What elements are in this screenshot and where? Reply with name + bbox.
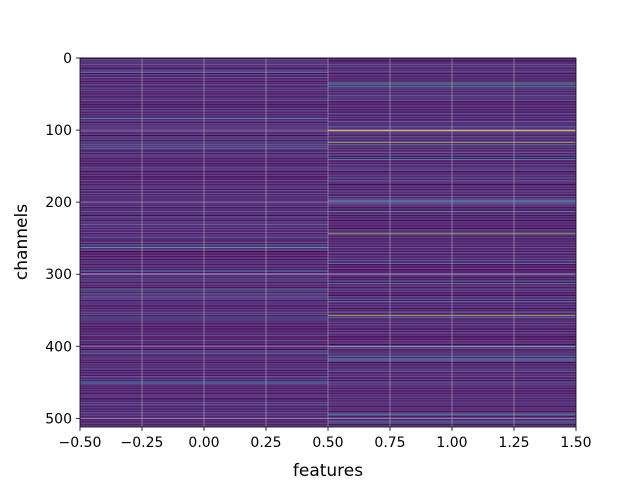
y-axis-label: channels — [12, 204, 32, 280]
x-tick-label: 1.00 — [436, 435, 467, 451]
y-tick-label: 400 — [45, 339, 72, 355]
x-axis-label: features — [293, 461, 363, 480]
x-tick-label: −0.25 — [121, 435, 164, 451]
y-axis-ticks: 0 100 200 300 400 500 — [45, 51, 80, 427]
x-tick-label: 0.25 — [250, 435, 281, 451]
x-tick-label: −0.50 — [59, 435, 102, 451]
x-tick-label: 0.75 — [374, 435, 405, 451]
y-tick-label: 300 — [45, 267, 72, 283]
x-axis-ticks: −0.50 −0.25 0.00 0.25 0.50 0.75 1.00 1.25 1.50 — [59, 427, 592, 451]
y-tick-label: 500 — [45, 411, 72, 427]
y-tick-label: 200 — [45, 195, 72, 211]
x-tick-label: 0.00 — [188, 435, 219, 451]
y-tick-label: 0 — [63, 51, 72, 67]
x-tick-label: 0.50 — [312, 435, 343, 451]
x-tick-label: 1.50 — [560, 435, 591, 451]
x-tick-label: 1.25 — [498, 435, 529, 451]
y-tick-label: 100 — [45, 123, 72, 139]
